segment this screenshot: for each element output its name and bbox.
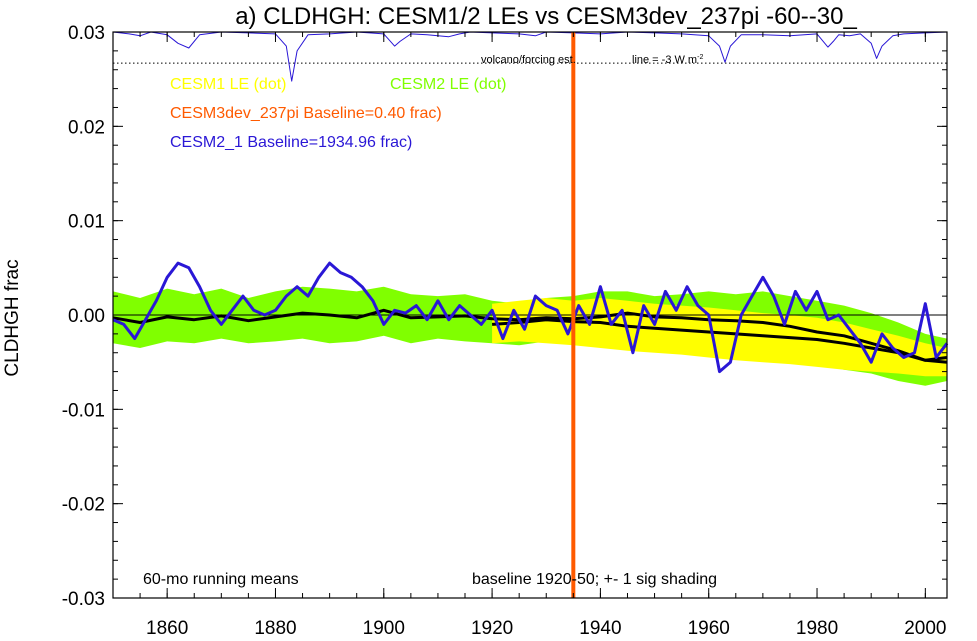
cesm2-1-line	[112, 261, 949, 374]
y-tick-label: -0.01	[62, 400, 105, 421]
x-tick-label: 1860	[146, 618, 188, 639]
legend-cesm2-le: CESM2 LE (dot)	[390, 76, 506, 93]
chart-title: a) CLDHGH: CESM1/2 LEs vs CESM3dev_237pi…	[235, 3, 857, 30]
y-tick-label: 0.02	[68, 117, 105, 138]
x-tick-label: 2000	[904, 618, 946, 639]
volcano-annotation: volcano/forcing est.	[481, 54, 576, 66]
axis-ticks: 0.03 0.02 0.01 0.00 -0.01 -0.02 -0.03 1860 1880 1…	[62, 23, 947, 639]
legend-cesm2-1: CESM2_1 Baseline=1934.96 frac)	[170, 134, 412, 151]
x-tick-label: 1900	[363, 618, 405, 639]
line-note-annotation: line = -3 W m-2	[632, 54, 703, 66]
series-lines	[112, 31, 949, 598]
volcano-forcing-line	[112, 31, 948, 82]
y-tick-label: -0.02	[62, 495, 105, 516]
x-tick-label: 1960	[688, 618, 730, 639]
running-means-annotation: 60-mo running means	[143, 571, 299, 588]
reference-lines	[113, 62, 947, 316]
x-tick-label: 1880	[254, 618, 296, 639]
line-note-superscript: -2	[697, 54, 703, 61]
y-tick-label: 0.01	[68, 212, 105, 233]
line-note-text: line = -3 W m	[632, 54, 697, 66]
x-tick-label: 1920	[471, 618, 513, 639]
x-tick-label: 1980	[796, 618, 838, 639]
y-axis-label: CLDHGH frac	[2, 259, 23, 376]
cesm2-le-mean-line	[112, 308, 948, 362]
y-tick-label: -0.03	[62, 589, 105, 610]
baseline-annotation: baseline 1920-50; +- 1 sig shading	[472, 571, 717, 588]
legend-cesm1-le: CESM1 LE (dot)	[170, 76, 286, 93]
legend-cesm3dev: CESM3dev_237pi Baseline=0.40 frac)	[170, 105, 442, 122]
y-tick-label: 0.00	[68, 306, 105, 327]
x-tick-label: 1940	[579, 618, 621, 639]
y-tick-label: 0.03	[68, 23, 105, 44]
